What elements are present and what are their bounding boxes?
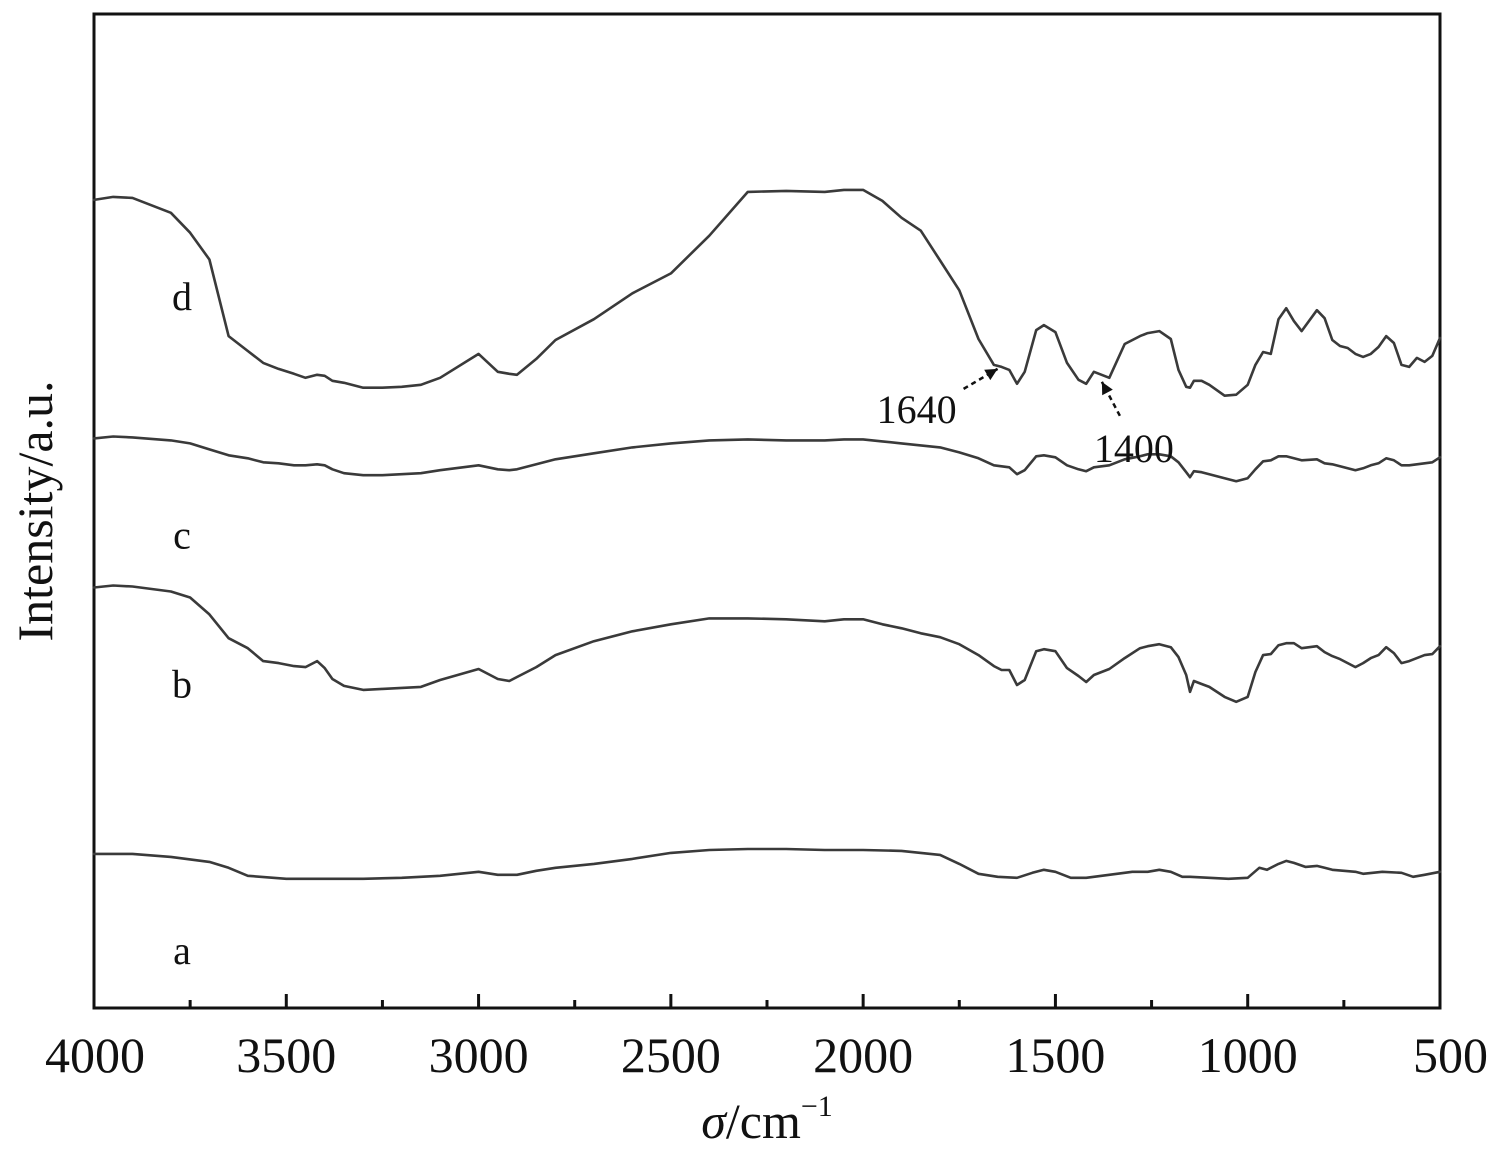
plot-frame (92, 12, 1442, 1010)
x-axis-unit: /cm (726, 1093, 801, 1149)
series-line-b (92, 584, 1442, 704)
annotation-label: 1400 (1094, 426, 1174, 471)
annotation-arrow-line (962, 367, 999, 390)
x-axis-title: σ/cm−1 (701, 1090, 833, 1149)
x-tick-label: 3500 (236, 1027, 336, 1083)
x-axis-symbol: σ (701, 1093, 728, 1149)
series-label-d: d (172, 274, 192, 319)
x-tick-label: 1000 (1198, 1027, 1298, 1083)
annotation-label: 1640 (877, 387, 957, 432)
x-tick-label: 1500 (1005, 1027, 1105, 1083)
x-tick-label: 500 (1413, 1027, 1488, 1083)
series-line-c (92, 435, 1442, 483)
x-tick-label: 3000 (429, 1027, 529, 1083)
annotation-arrow-line (1100, 381, 1121, 417)
x-ticks (92, 994, 1442, 1008)
series-label-b: b (172, 662, 192, 707)
x-tick-labels: 4000 3500 3000 2500 2000 1500 1000 500 (45, 1027, 1488, 1083)
annotation-arrow-head (984, 368, 998, 381)
y-axis-title: Intensity/a.u. (7, 380, 63, 641)
x-tick-label: 4000 (45, 1027, 145, 1083)
series-line-d (92, 188, 1442, 398)
curve-labels: a b c d (172, 274, 192, 973)
series-label-c: c (173, 512, 191, 557)
annotations: 1640 1400 (877, 367, 1174, 471)
series-line-a (92, 847, 1442, 881)
annotation-arrow-head (1101, 381, 1113, 396)
series-label-a: a (173, 928, 191, 973)
x-tick-label: 2000 (813, 1027, 913, 1083)
series-group (92, 188, 1442, 881)
x-tick-label: 2500 (621, 1027, 721, 1083)
x-axis-exponent: −1 (801, 1090, 833, 1123)
